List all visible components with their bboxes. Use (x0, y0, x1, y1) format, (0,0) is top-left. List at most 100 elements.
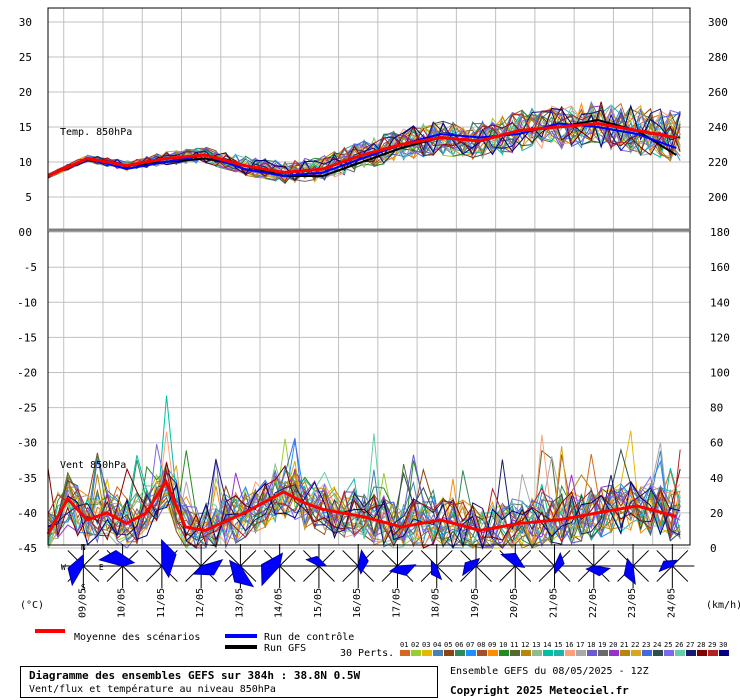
x-tick-label: 22/05 (588, 588, 599, 618)
rose-petal (554, 551, 565, 575)
x-tick-label: 18/05 (431, 588, 442, 618)
wind-rose (454, 544, 498, 588)
legend-pert-number: 27 (686, 641, 694, 649)
x-tick-label: 21/05 (548, 588, 559, 618)
wind-rose (650, 544, 695, 588)
y-tick-temp: 15 (19, 121, 32, 134)
legend-pert-swatch (631, 650, 641, 656)
legend-pert-swatch (466, 650, 476, 656)
y-tick-wind-right: 80 (710, 402, 723, 415)
compass-w: W (61, 563, 66, 572)
rose-petal (261, 552, 284, 587)
perturbation-line-wind (47, 446, 681, 549)
legend-pert-number: 17 (576, 641, 584, 649)
x-tick-label: 12/05 (195, 588, 206, 618)
legend-pert-number: 12 (521, 641, 529, 649)
rose-spoke (577, 550, 595, 567)
rose-spoke (436, 565, 453, 582)
rose-petal (388, 564, 417, 576)
rose-spoke (671, 550, 689, 567)
y-tick-wind-right: 40 (710, 472, 723, 485)
legend-pert-number: 23 (642, 641, 650, 649)
y-tick-wind: -10 (17, 296, 37, 309)
legend-pert-swatch (433, 650, 443, 656)
x-tick-label: 10/05 (117, 588, 128, 618)
y-tick-temp: 0 (25, 226, 32, 239)
wind-rose (571, 544, 616, 588)
legend-pert-number: 05 (444, 641, 452, 649)
plot-frame (47, 7, 691, 546)
legend-pert-swatch (543, 650, 553, 656)
rose-spoke (82, 565, 100, 582)
legend-pert-number: 25 (664, 641, 672, 649)
rose-spoke (632, 550, 649, 567)
legend-pert-number: 22 (631, 641, 639, 649)
rose-petal (229, 559, 255, 588)
y-tick-temp: 5 (25, 191, 32, 204)
legend-pert-swatch (719, 650, 729, 656)
legend-pert-number: 06 (455, 641, 463, 649)
wind-rose (139, 538, 184, 588)
y-tick-wind: -45 (17, 542, 37, 555)
rose-spoke (303, 565, 320, 582)
legend-pert-swatch (609, 650, 619, 656)
wind-rose (414, 544, 459, 588)
legend-pert-number: 18 (587, 641, 595, 649)
wind-rose (336, 544, 381, 588)
y-tick-temp: 10 (19, 156, 32, 169)
perturbation-line-wind (47, 462, 681, 549)
rose-spoke (82, 550, 100, 567)
legend-pert-swatch (532, 650, 542, 656)
ensemble-run: Ensemble GEFS du 08/05/2025 - 12Z (450, 666, 649, 677)
axes: 051015202530200220240260280300-45-40-35-… (17, 7, 740, 618)
y-tick-temp: 25 (19, 51, 32, 64)
wind-rose (257, 544, 302, 588)
unit-left: (°C) (20, 600, 44, 611)
legend-pert-swatch (400, 650, 410, 656)
rose-petal (357, 549, 369, 575)
y-tick-wind-right: 100 (710, 367, 730, 380)
rose-petal (500, 552, 526, 569)
legend-pert-number: 24 (653, 641, 661, 649)
rose-spoke (240, 565, 257, 582)
x-tick-label: 24/05 (666, 588, 677, 618)
x-tick-label: 20/05 (509, 588, 520, 618)
rose-spoke (460, 565, 477, 582)
legend-pert-swatch (642, 650, 652, 656)
legend-pert-number: 02 (411, 641, 419, 649)
rose-petal (161, 538, 177, 579)
compass-s: S (81, 583, 86, 592)
y-tick-wind-right: 120 (710, 331, 730, 344)
wind-panel-label: Vent 850hPa (60, 460, 126, 471)
legend-pert-swatch (488, 650, 498, 656)
y-tick-wind-right: 140 (710, 296, 730, 309)
legend-pert-number: 16 (565, 641, 573, 649)
compass-n: N (81, 543, 86, 552)
rose-spoke (145, 565, 163, 582)
x-tick-label: 15/05 (313, 588, 324, 618)
y-tick-wind: -35 (17, 472, 37, 485)
rose-spoke (318, 565, 335, 582)
x-tick-label: 11/05 (156, 588, 167, 618)
y-tick-temp-right: 260 (708, 86, 728, 99)
rose-spoke (514, 565, 532, 582)
y-tick-temp-right: 220 (708, 156, 728, 169)
rose-spoke (185, 550, 202, 567)
legend-pert-swatch (499, 650, 509, 656)
legend-pert-swatch (587, 650, 597, 656)
temp-panel-label: Temp. 850hPa (60, 127, 132, 138)
y-tick-wind: -40 (17, 507, 37, 520)
legend-gfs-label: Run GFS (264, 643, 306, 654)
rose-spoke (106, 565, 123, 582)
legend-pert-swatch (620, 650, 630, 656)
perturbation-line-wind (47, 454, 681, 549)
legend-pert-swatch (576, 650, 586, 656)
legend-pert-number: 28 (697, 641, 705, 649)
y-tick-wind-right: 160 (710, 261, 730, 274)
y-tick-wind: -20 (17, 367, 37, 380)
wind-rose (179, 544, 224, 588)
rose-spoke (381, 550, 398, 567)
wind-rose (532, 544, 577, 588)
wind-rose (493, 544, 538, 588)
